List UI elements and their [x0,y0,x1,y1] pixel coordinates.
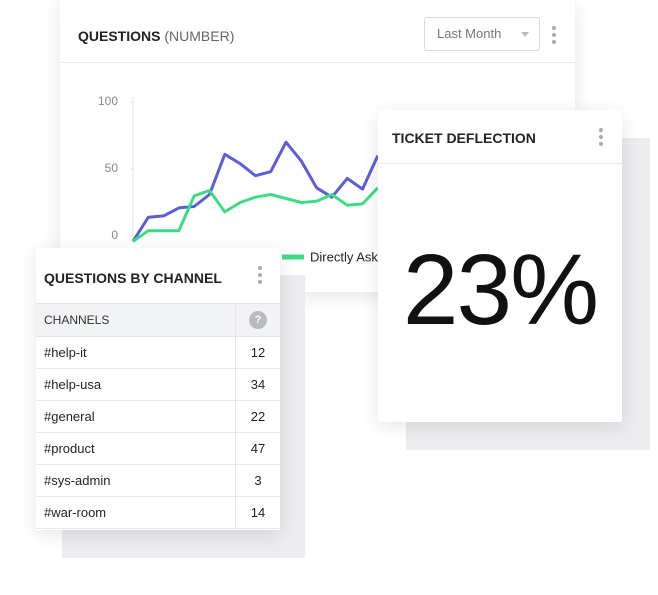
count-cell: 47 [235,432,280,465]
caret [521,32,529,37]
table-row: #war-room 14 [36,496,280,529]
y-tick-label: 100 [98,94,118,108]
card-title: TICKET DEFLECTION [392,130,536,146]
chart: 0 50 100 Directly Aske [98,94,385,264]
count-cell: 22 [235,400,280,433]
divider [378,163,622,164]
divider [60,62,575,63]
channel-cell: #help-it [36,336,236,369]
table-row: #help-it 12 [36,336,280,369]
table-row: #product 47 [36,432,280,465]
column-header: CHANNELS [36,303,236,337]
title-unit: (NUMBER) [164,28,235,44]
column-header: ? [235,303,280,337]
dropdown-label: Last Month [437,26,502,41]
series-line [132,186,379,243]
channel-card: QUESTIONS BY CHANNEL CHANNELS ? #help-it… [36,248,280,530]
count-cell: 14 [235,496,280,529]
channel-cell: #product [36,432,236,465]
y-tick-label: 0 [111,228,118,242]
channel-cell: #help-usa [36,368,236,401]
card-title: QUESTIONS (NUMBER) [78,28,234,44]
table-row: #sys-admin 3 [36,464,280,497]
count-cell: 12 [235,336,280,369]
menu[interactable] [599,128,603,149]
table-row: #general 22 [36,400,280,433]
channel-cell: #general [36,400,236,433]
count-cell: 34 [235,368,280,401]
dropdown[interactable]: Last Month [424,17,540,51]
card-title: QUESTIONS BY CHANNEL [44,270,222,286]
title-text: QUESTIONS [78,28,161,44]
deflection-card: TICKET DEFLECTION 23% [378,110,622,422]
channel-table: CHANNELS ? #help-it 12 #help-usa 34 #general… [36,303,280,529]
menu[interactable] [552,26,556,47]
table-row: #help-usa 34 [36,368,280,401]
deflection-value: 23% [402,234,599,346]
count-cell: 3 [235,464,280,497]
y-tick-label: 50 [105,161,119,175]
help-icon[interactable]: ? [249,311,267,329]
series-line [131,140,380,243]
channel-cell: #sys-admin [36,464,236,497]
channel-cell: #war-room [36,496,236,529]
legend-label: Directly Aske [310,249,385,264]
menu[interactable] [258,266,262,287]
